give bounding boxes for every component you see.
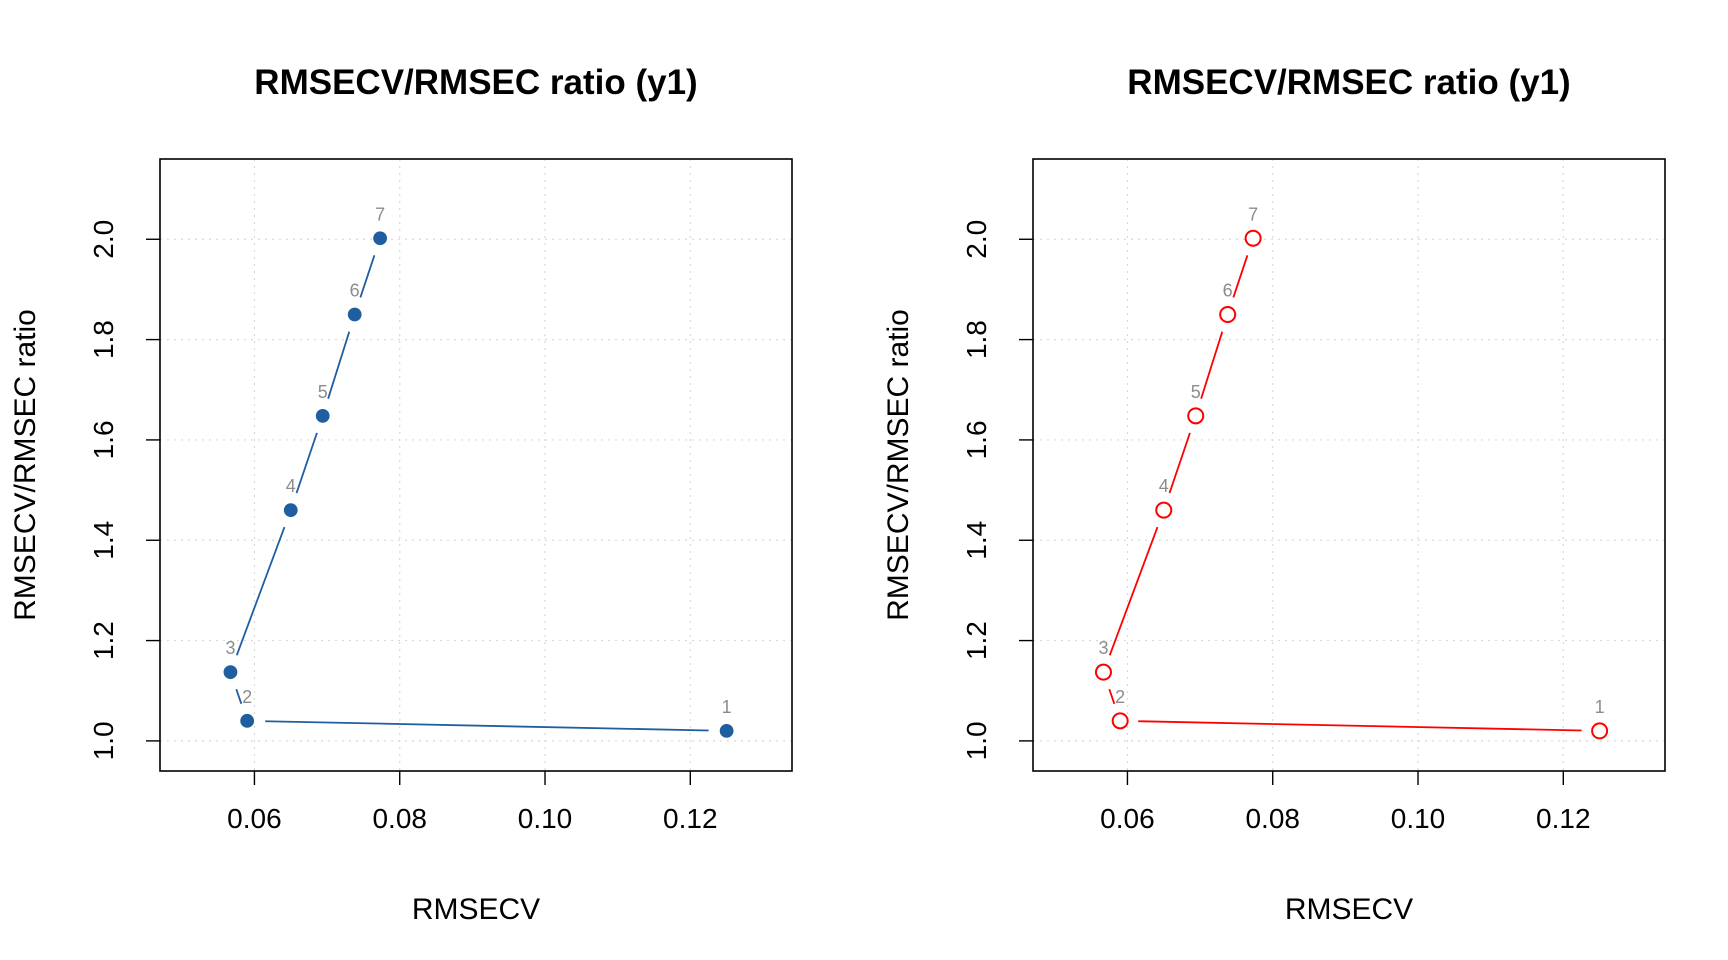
x-tick-label: 0.06 (1100, 803, 1155, 834)
series-line-segment (1108, 688, 1116, 705)
series-line-segment (1168, 432, 1191, 494)
data-point (282, 502, 299, 519)
y-tick-label: 1.0 (961, 721, 992, 760)
x-tick-label: 0.10 (1391, 803, 1446, 834)
data-point (239, 712, 256, 729)
data-point (222, 664, 239, 681)
y-tick-label: 1.4 (88, 521, 119, 560)
series-line-segment (1138, 720, 1582, 732)
y-tick-label: 2.0 (961, 220, 992, 259)
x-tick-label: 0.10 (518, 803, 573, 834)
data-point-label: 1 (1595, 697, 1605, 717)
series-line-segment (235, 526, 286, 656)
data-point-label: 6 (350, 281, 360, 301)
data-point (314, 407, 331, 424)
series-line-segment (1200, 331, 1224, 399)
x-axis-label: RMSECV (412, 893, 540, 926)
y-tick-label: 1.6 (961, 420, 992, 459)
y-tick-label: 1.8 (88, 320, 119, 359)
series-line-segment (327, 331, 351, 399)
right-plot-panel: 0.06 0.08 0.10 0.12 1.0 1.2 1.4 1.6 1.8 2.0 RMSECV… (882, 63, 1666, 926)
data-point (1591, 722, 1609, 740)
y-axis-label: RMSECV/RMSEC ratio (9, 309, 42, 621)
data-point-label: 4 (1159, 476, 1169, 496)
chart-title: RMSECV/RMSEC ratio (y1) (1127, 63, 1570, 102)
data-point-label: 3 (225, 638, 235, 658)
y-tick-label: 1.8 (961, 320, 992, 359)
y-tick-label: 2.0 (88, 220, 119, 259)
series-line-segment (235, 688, 243, 705)
data-point (1219, 306, 1237, 324)
x-tick-label: 0.06 (227, 803, 282, 834)
data-point-label: 5 (318, 382, 328, 402)
series-line-segment (1232, 255, 1249, 298)
series-line-segment (265, 720, 709, 732)
data-point (718, 722, 735, 739)
y-tick-label: 1.6 (88, 420, 119, 459)
data-point-label: 6 (1223, 281, 1233, 301)
x-tick-label: 0.12 (663, 803, 718, 834)
series-line-segment (359, 255, 376, 298)
x-axis-label: RMSECV (1285, 893, 1413, 926)
y-tick-label: 1.4 (961, 521, 992, 560)
left-plot-panel: 0.06 0.08 0.10 0.12 1.0 1.2 1.4 1.6 1.8 2.0 RMSECV… (9, 63, 793, 926)
data-point-label: 7 (375, 204, 385, 224)
data-point (1244, 229, 1262, 247)
data-point (346, 306, 363, 323)
data-point (1187, 407, 1205, 425)
y-tick-label: 1.0 (88, 721, 119, 760)
data-point-label: 1 (722, 697, 732, 717)
data-point-label: 2 (242, 687, 252, 707)
x-tick-label: 0.08 (372, 803, 427, 834)
data-point-label: 2 (1115, 687, 1125, 707)
data-point-label: 7 (1248, 204, 1258, 224)
y-tick-label: 1.2 (961, 621, 992, 660)
plot-frame (1032, 158, 1666, 772)
x-tick-label: 0.12 (1536, 803, 1591, 834)
data-point (1155, 501, 1173, 519)
data-point (372, 230, 389, 247)
series-line-segment (295, 432, 318, 494)
data-point (1111, 712, 1129, 730)
chart-title: RMSECV/RMSEC ratio (y1) (254, 63, 697, 102)
data-point-label: 4 (286, 476, 296, 496)
data-point-label: 5 (1191, 382, 1201, 402)
x-tick-label: 0.08 (1245, 803, 1300, 834)
plot-frame (159, 158, 793, 772)
data-point (1094, 663, 1112, 681)
data-point-label: 3 (1098, 638, 1108, 658)
series-line-segment (1108, 526, 1159, 656)
y-tick-label: 1.2 (88, 621, 119, 660)
y-axis-label: RMSECV/RMSEC ratio (882, 309, 915, 621)
